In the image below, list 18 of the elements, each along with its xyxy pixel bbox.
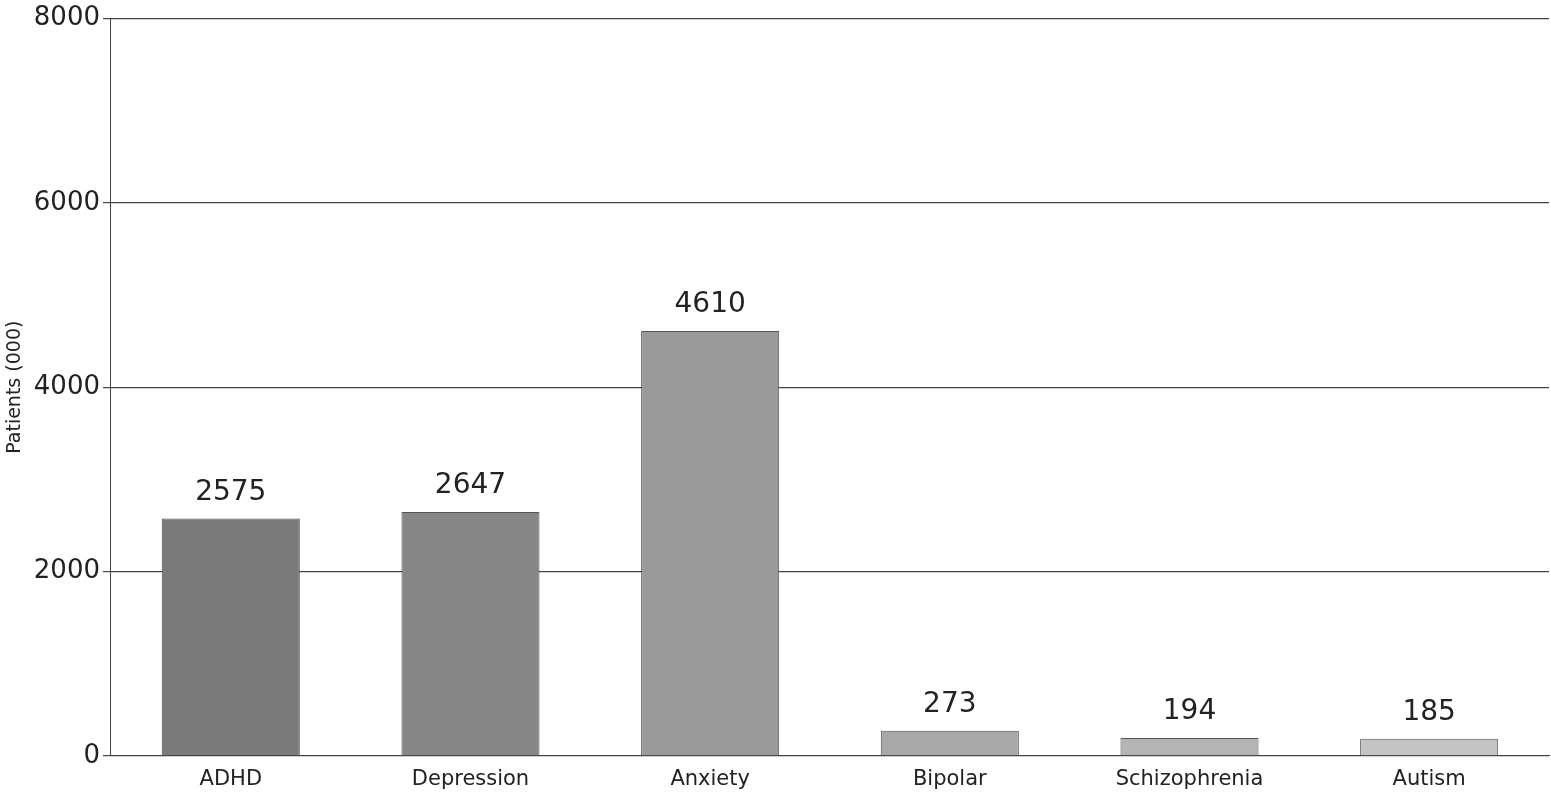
data-label: 2647 (434, 467, 507, 501)
x-tick-label: ADHD (199, 765, 263, 790)
y-tick-label: 4000 (33, 369, 100, 400)
x-tick-label: Depression (411, 765, 530, 790)
y-tick-label: 2000 (33, 554, 100, 585)
x-tick-label: Autism (1392, 765, 1466, 790)
data-label: 273 (923, 685, 977, 719)
data-label: 2575 (195, 473, 267, 507)
y-tick-label: 0 (83, 738, 100, 769)
y-axis-title: Patients (000) (2, 320, 25, 454)
data-label: 185 (1402, 694, 1456, 728)
data-label: 4610 (674, 286, 746, 320)
x-tick-label: Anxiety (670, 765, 750, 790)
y-tick-label: 8000 (33, 1, 100, 32)
y-tick-label: 6000 (33, 185, 100, 216)
x-tick-label: Schizophrenia (1115, 765, 1264, 790)
data-label: 194 (1162, 693, 1217, 727)
x-tick-label: Bipolar (912, 765, 988, 790)
